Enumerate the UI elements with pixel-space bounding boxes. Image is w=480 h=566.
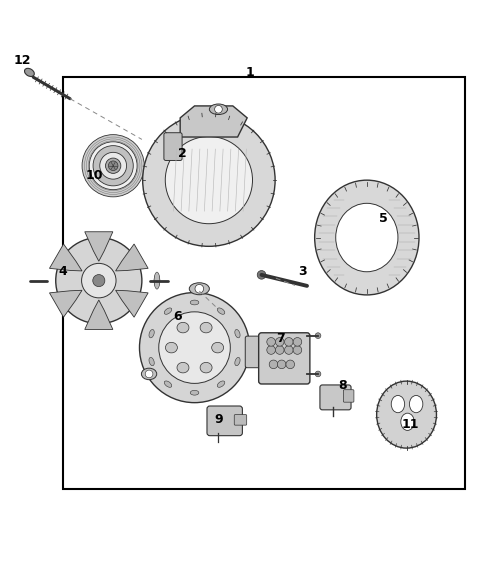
FancyBboxPatch shape bbox=[207, 406, 242, 436]
Ellipse shape bbox=[154, 274, 160, 287]
Polygon shape bbox=[85, 300, 113, 329]
Ellipse shape bbox=[235, 357, 240, 366]
Ellipse shape bbox=[142, 368, 157, 380]
Bar bbox=[268, 340, 274, 345]
Ellipse shape bbox=[164, 308, 172, 314]
FancyBboxPatch shape bbox=[259, 333, 310, 384]
Ellipse shape bbox=[377, 381, 436, 448]
Circle shape bbox=[285, 337, 293, 346]
Text: 12: 12 bbox=[13, 54, 31, 67]
Ellipse shape bbox=[200, 362, 212, 373]
Text: 5: 5 bbox=[379, 212, 388, 225]
Ellipse shape bbox=[165, 136, 252, 224]
Text: 7: 7 bbox=[276, 332, 285, 345]
Circle shape bbox=[93, 145, 133, 186]
Text: 10: 10 bbox=[85, 169, 103, 182]
FancyBboxPatch shape bbox=[320, 385, 351, 410]
Circle shape bbox=[285, 346, 293, 354]
Circle shape bbox=[89, 142, 137, 190]
Ellipse shape bbox=[149, 329, 154, 338]
Ellipse shape bbox=[409, 396, 423, 413]
Polygon shape bbox=[116, 244, 148, 271]
Text: 8: 8 bbox=[338, 379, 347, 392]
Ellipse shape bbox=[164, 381, 172, 387]
Polygon shape bbox=[116, 290, 148, 317]
Circle shape bbox=[293, 346, 302, 354]
Ellipse shape bbox=[212, 342, 224, 353]
Text: 2: 2 bbox=[178, 147, 187, 160]
Ellipse shape bbox=[190, 391, 199, 395]
Circle shape bbox=[215, 105, 222, 113]
Ellipse shape bbox=[24, 68, 34, 76]
Circle shape bbox=[315, 333, 321, 338]
Ellipse shape bbox=[235, 329, 240, 338]
Ellipse shape bbox=[315, 180, 419, 295]
Text: 1: 1 bbox=[245, 66, 254, 79]
Circle shape bbox=[159, 312, 230, 383]
Ellipse shape bbox=[209, 104, 228, 114]
FancyBboxPatch shape bbox=[234, 415, 247, 425]
Circle shape bbox=[293, 337, 302, 346]
Text: 3: 3 bbox=[298, 264, 307, 277]
Circle shape bbox=[82, 135, 144, 197]
Circle shape bbox=[277, 360, 286, 368]
Circle shape bbox=[276, 337, 284, 346]
Ellipse shape bbox=[177, 322, 189, 333]
Circle shape bbox=[140, 293, 250, 402]
Circle shape bbox=[56, 238, 142, 324]
Circle shape bbox=[100, 152, 127, 179]
Ellipse shape bbox=[166, 342, 178, 353]
Polygon shape bbox=[85, 231, 113, 261]
Ellipse shape bbox=[189, 283, 209, 295]
Circle shape bbox=[106, 158, 121, 173]
Circle shape bbox=[145, 370, 153, 378]
Ellipse shape bbox=[217, 381, 225, 387]
Text: 4: 4 bbox=[59, 264, 67, 277]
Bar bbox=[63, 77, 465, 489]
Ellipse shape bbox=[143, 114, 275, 246]
Circle shape bbox=[82, 263, 116, 298]
Circle shape bbox=[269, 360, 278, 368]
Ellipse shape bbox=[336, 203, 398, 272]
Ellipse shape bbox=[200, 322, 212, 333]
Circle shape bbox=[315, 371, 321, 377]
Circle shape bbox=[267, 337, 276, 346]
Ellipse shape bbox=[177, 362, 189, 373]
Ellipse shape bbox=[149, 357, 154, 366]
Circle shape bbox=[108, 161, 118, 170]
FancyBboxPatch shape bbox=[245, 336, 273, 368]
Polygon shape bbox=[49, 290, 82, 317]
Text: 6: 6 bbox=[173, 310, 182, 323]
Circle shape bbox=[195, 285, 204, 293]
Polygon shape bbox=[49, 244, 82, 271]
Circle shape bbox=[267, 346, 276, 354]
Ellipse shape bbox=[401, 413, 414, 430]
Ellipse shape bbox=[154, 272, 160, 289]
FancyBboxPatch shape bbox=[343, 390, 354, 402]
FancyBboxPatch shape bbox=[164, 132, 182, 161]
Circle shape bbox=[257, 271, 266, 279]
Ellipse shape bbox=[190, 300, 199, 305]
Circle shape bbox=[276, 346, 284, 354]
Polygon shape bbox=[180, 106, 247, 137]
Circle shape bbox=[286, 360, 295, 368]
Ellipse shape bbox=[391, 396, 405, 413]
Circle shape bbox=[93, 275, 105, 286]
Ellipse shape bbox=[217, 308, 225, 314]
Text: 9: 9 bbox=[214, 413, 223, 426]
Text: 11: 11 bbox=[401, 418, 419, 431]
